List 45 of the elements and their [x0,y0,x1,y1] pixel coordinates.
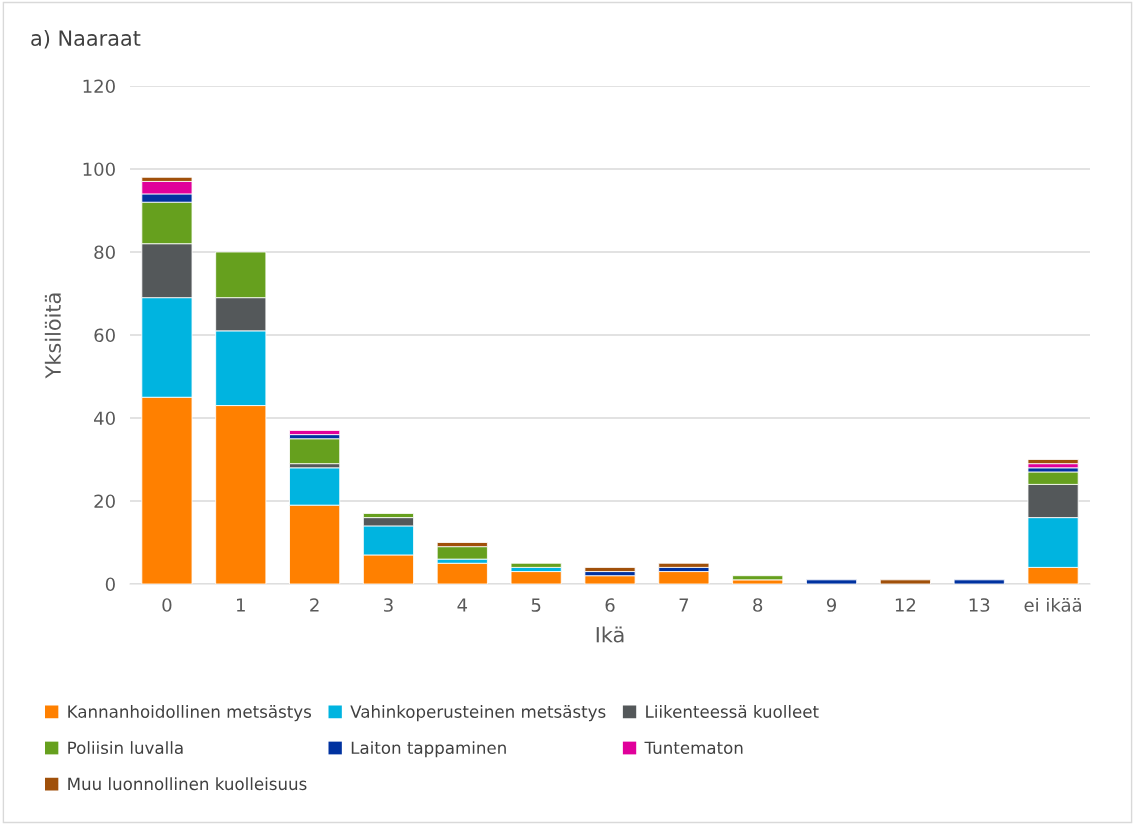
x-tick-label: 5 [531,598,541,612]
bar [732,575,784,581]
x-axis-title: Ikä [596,626,624,643]
x-tick-label: 3 [384,598,393,612]
legend-label: Liikenteessä kuolleet [646,705,819,718]
y-tick-label: 80 [94,245,115,260]
bar [658,562,710,568]
legend-label: Vahinkoperusteinen metsästys [350,705,606,722]
y-tick-label: 20 [94,494,115,509]
legend-label: Muu luonnollinen kuolleisuus [68,777,307,791]
x-tick-label: 9 [826,598,837,612]
x-tick-label: 8 [753,598,763,612]
legend-label: Laiton tappaminen [351,741,506,758]
bar [510,571,562,584]
bar [436,562,488,584]
bar [510,562,562,568]
x-tick-label: 7 [679,598,689,612]
bar [289,430,341,436]
legend-label: Tuntematon [644,741,743,755]
y-axis-title: Yksilöitä [44,293,61,379]
legend-label: Poliisin luvalla [68,741,183,755]
bar [658,571,710,584]
y-tick-label: 0 [105,577,115,592]
bar [584,566,636,572]
bar [289,438,341,465]
x-tick-label: 13 [969,598,990,612]
y-tick-label: 60 [94,328,115,343]
y-tick-label: 100 [83,162,115,177]
bar [584,575,636,584]
x-tick-label: 4 [457,598,468,612]
x-tick-label: 12 [895,598,916,612]
bar [953,579,1005,584]
chart-title: a) Naaraat [31,29,141,49]
bar [436,546,488,560]
x-tick-label: 6 [605,598,615,612]
y-tick-label: 120 [83,79,115,94]
y-tick-label: 40 [94,411,115,426]
legend-label: Kannanhoidollinen metsästys [68,705,312,722]
x-tick-label: ei ikää [1024,597,1082,612]
x-tick-label: 0 [162,598,172,612]
bar [879,579,931,584]
x-tick-label: 1 [237,598,245,612]
x-tick-label: 2 [310,598,319,612]
bar [1027,459,1079,465]
bar [806,579,858,584]
